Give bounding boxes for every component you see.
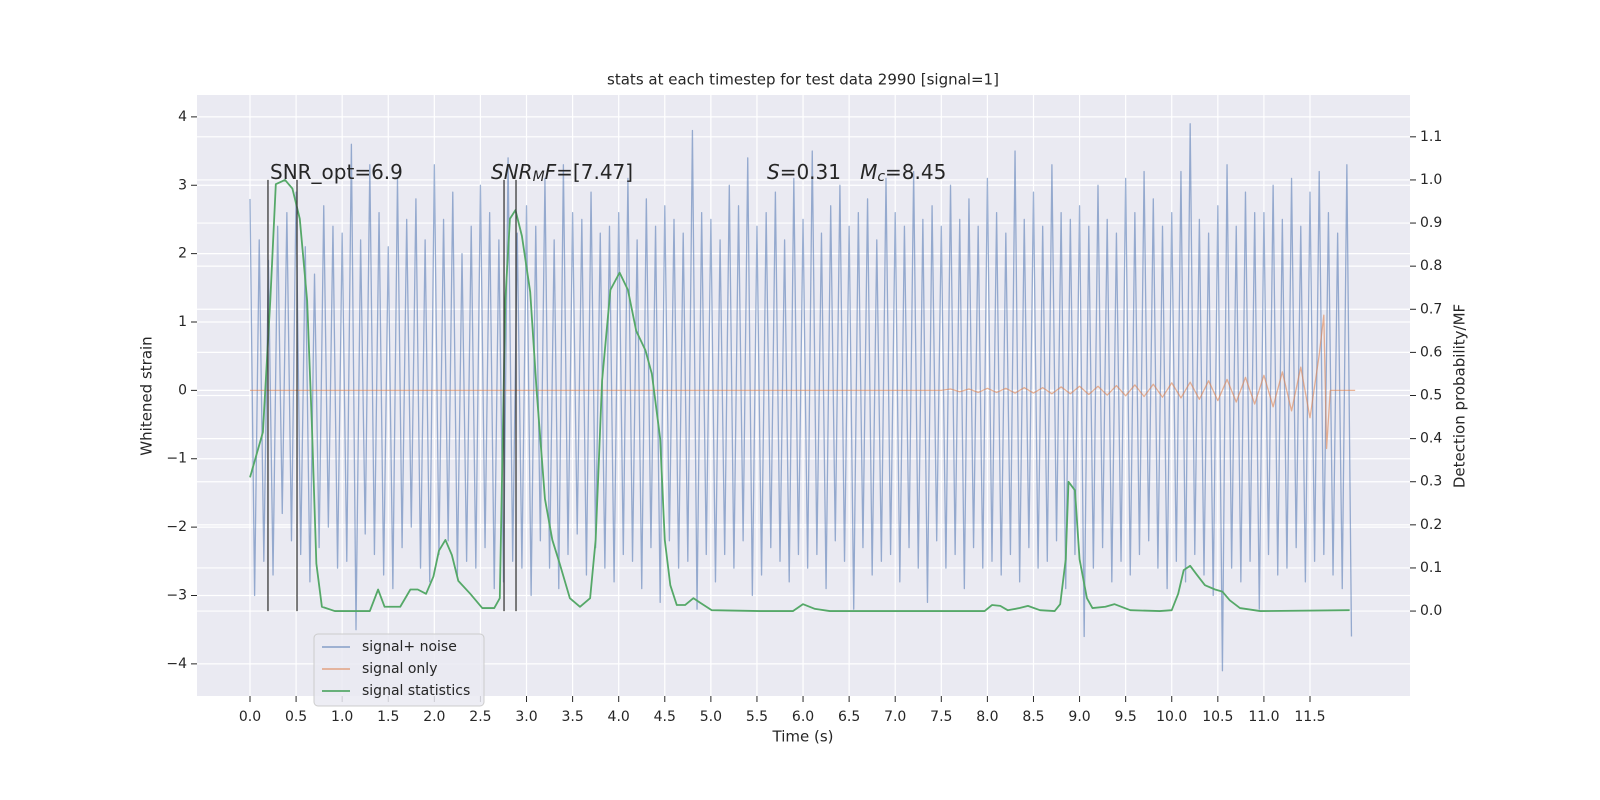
x-tick-label: 1.0 bbox=[331, 709, 353, 725]
y2-tick-label: 0.9 bbox=[1420, 215, 1442, 231]
y-axis-label: Whitened strain bbox=[138, 336, 156, 455]
x-tick-label: 5.5 bbox=[746, 709, 768, 725]
y2-tick-label: 0.2 bbox=[1420, 517, 1442, 533]
y2-tick-label: 0.7 bbox=[1420, 301, 1442, 317]
x-tick-label: 7.5 bbox=[930, 709, 952, 725]
x-tick-label: 3.0 bbox=[515, 709, 537, 725]
y-tick-label: 1 bbox=[178, 314, 187, 330]
annotation-part: =0.31 bbox=[780, 160, 860, 184]
series-line bbox=[249, 179, 1350, 612]
x-tick-label: 9.5 bbox=[1115, 709, 1137, 725]
x-tick-label: 10.5 bbox=[1202, 709, 1233, 725]
y-tick-label: 3 bbox=[178, 177, 187, 193]
x-tick-label: 8.5 bbox=[1022, 709, 1044, 725]
y2-tick-label: 0.8 bbox=[1420, 258, 1442, 274]
x-tick-label: 0.5 bbox=[285, 709, 307, 725]
annotation-part: F bbox=[545, 160, 557, 184]
legend: signal+ noise signal only signal statistic… bbox=[313, 633, 485, 707]
y2-tick-label: 0.1 bbox=[1420, 560, 1442, 576]
x-tick-label: 10.0 bbox=[1156, 709, 1187, 725]
legend-label: signal only bbox=[362, 661, 437, 677]
annotation: SNR_opt=6.9 bbox=[270, 160, 403, 184]
legend-box bbox=[313, 633, 485, 707]
y2-tick-label: 0.0 bbox=[1420, 603, 1442, 619]
x-tick-label: 6.5 bbox=[838, 709, 860, 725]
y-tick-label: 2 bbox=[178, 246, 187, 262]
annotation-part: M bbox=[860, 160, 877, 184]
annotation: SNRMF=[7.47] bbox=[491, 160, 633, 186]
y2-tick-label: 0.4 bbox=[1420, 431, 1442, 447]
y2-tick-label: 1.0 bbox=[1420, 172, 1442, 188]
y2-axis-label: Detection probability/MF bbox=[1451, 304, 1469, 488]
annotation-part: M bbox=[533, 169, 545, 185]
x-tick-label: 9.0 bbox=[1068, 709, 1090, 725]
x-tick-label: 3.5 bbox=[561, 709, 583, 725]
y-tick-label: −4 bbox=[166, 656, 187, 672]
annotation-part: c bbox=[877, 169, 885, 185]
y-tick-label: −1 bbox=[166, 451, 187, 467]
y2-tick-label: 0.5 bbox=[1420, 388, 1442, 404]
x-tick-label: 2.0 bbox=[423, 709, 445, 725]
x-tick-label: 11.5 bbox=[1294, 709, 1325, 725]
annotation-part: =8.45 bbox=[885, 160, 946, 184]
legend-label: signal statistics bbox=[362, 683, 470, 699]
y-tick-label: −3 bbox=[166, 587, 187, 603]
y-tick-label: −2 bbox=[166, 519, 187, 535]
y2-tick-label: 1.1 bbox=[1420, 129, 1442, 145]
x-tick-label: 1.5 bbox=[377, 709, 399, 725]
series-line bbox=[249, 123, 1353, 672]
y-tick-label: 4 bbox=[178, 109, 187, 125]
x-tick-label: 11.0 bbox=[1248, 709, 1279, 725]
x-tick-label: 2.5 bbox=[469, 709, 491, 725]
annotation-part: SNR bbox=[491, 160, 533, 184]
x-tick-label: 0.0 bbox=[239, 709, 261, 725]
y2-tick-label: 0.3 bbox=[1420, 474, 1442, 490]
annotation: S=0.31 Mc=8.45 bbox=[767, 160, 946, 186]
legend-label: signal+ noise bbox=[362, 639, 457, 655]
x-axis-label: Time (s) bbox=[772, 728, 834, 746]
x-tick-label: 4.0 bbox=[608, 709, 630, 725]
x-tick-label: 8.0 bbox=[976, 709, 998, 725]
x-tick-label: 6.0 bbox=[792, 709, 814, 725]
annotation-part: SNR_opt=6.9 bbox=[270, 160, 403, 184]
annotation-part: =[7.47] bbox=[556, 160, 633, 184]
x-tick-label: 4.5 bbox=[654, 709, 676, 725]
chart-title: stats at each timestep for test data 299… bbox=[607, 71, 999, 89]
y2-tick-label: 0.6 bbox=[1420, 344, 1442, 360]
series-line bbox=[250, 314, 1356, 450]
y-tick-label: 0 bbox=[178, 382, 187, 398]
annotation-part: S bbox=[767, 160, 780, 184]
x-tick-label: 5.0 bbox=[700, 709, 722, 725]
x-tick-label: 7.0 bbox=[884, 709, 906, 725]
